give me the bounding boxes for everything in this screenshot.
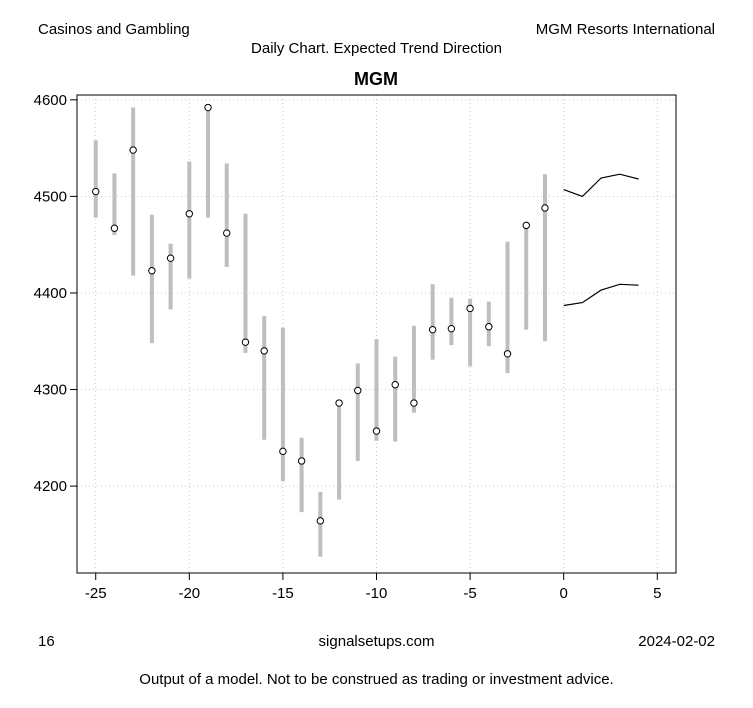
- close-point: [541, 204, 549, 212]
- range-bars-layer: [93, 107, 547, 557]
- grid-layer: [77, 95, 676, 573]
- close-point: [354, 386, 362, 395]
- forecast-lines-layer: [563, 173, 639, 307]
- footer-date: 2024-02-02: [638, 633, 715, 650]
- x-tick-label: -5: [463, 585, 476, 602]
- close-point: [279, 447, 287, 456]
- close-point: [297, 457, 306, 465]
- company-name: MGM Resorts International: [535, 21, 715, 38]
- close-point: [204, 103, 212, 112]
- chart-subtitle: Daily Chart. Expected Trend Direction: [251, 40, 502, 57]
- close-point: [166, 254, 175, 262]
- close-point: [316, 517, 325, 525]
- y-tick-label: 4400: [34, 285, 67, 302]
- y-tick-label: 4300: [34, 382, 67, 399]
- plot-frame: [76, 94, 677, 574]
- close-point: [372, 427, 381, 435]
- footer-left: 16: [38, 633, 55, 650]
- y-tick-label: 4200: [34, 478, 67, 495]
- close-point: [428, 325, 437, 334]
- axes-layer: -25 -20 -15 -10 -5 0 5 4200 4300 4400 4500 4600: [34, 92, 662, 602]
- close-point: [223, 229, 231, 237]
- close-points-layer: [92, 103, 549, 525]
- close-point: [335, 399, 343, 407]
- x-tick-label: -15: [272, 585, 294, 602]
- close-point: [466, 304, 474, 313]
- close-point: [185, 210, 194, 218]
- close-point: [410, 399, 418, 407]
- disclaimer: Output of a model. Not to be construed a…: [139, 671, 614, 688]
- close-point: [260, 347, 268, 355]
- close-point: [92, 187, 100, 196]
- y-tick-label: 4500: [34, 188, 67, 205]
- close-point: [148, 267, 156, 275]
- close-point: [110, 224, 119, 232]
- close-point: [391, 380, 399, 389]
- close-point: [485, 323, 493, 331]
- forecast-upper-line: [563, 173, 639, 198]
- y-tick-label: 4600: [34, 92, 67, 109]
- close-point: [522, 221, 530, 230]
- close-point: [129, 146, 137, 154]
- footer-source: signalsetups.com: [318, 633, 435, 650]
- x-tick-label: -10: [366, 585, 388, 602]
- chart-title: MGM: [354, 69, 398, 89]
- sector-label: Casinos and Gambling: [38, 21, 190, 38]
- close-point: [447, 324, 456, 333]
- forecast-lower-line: [563, 283, 639, 307]
- x-tick-label: -20: [178, 585, 200, 602]
- close-point: [241, 338, 250, 346]
- x-tick-label: 0: [560, 585, 568, 602]
- x-tick-label: 5: [653, 585, 661, 602]
- x-tick-label: -25: [85, 585, 107, 602]
- close-point: [503, 350, 512, 358]
